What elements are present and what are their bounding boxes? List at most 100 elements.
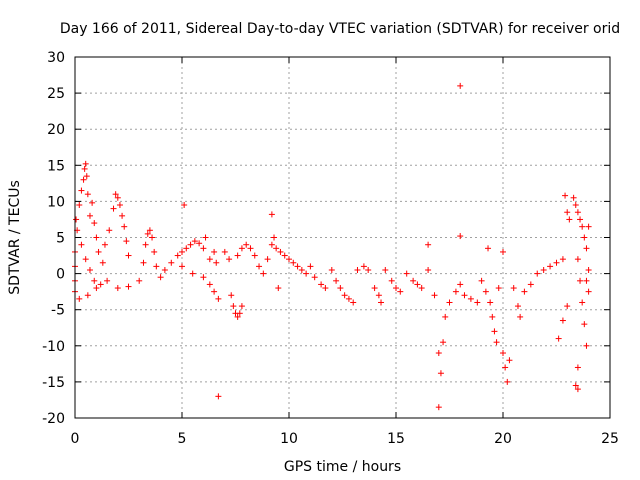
data-point: [256, 263, 263, 270]
y-tick-label: 5: [56, 231, 65, 247]
data-point: [337, 285, 344, 292]
data-point: [200, 245, 207, 252]
data-point: [360, 263, 367, 270]
data-point: [230, 303, 237, 310]
data-point: [375, 292, 382, 299]
data-point: [234, 313, 241, 320]
y-tick-label: 15: [47, 158, 65, 174]
data-point: [215, 295, 222, 302]
data-point: [493, 339, 500, 346]
data-point: [142, 241, 149, 248]
data-point: [527, 281, 534, 288]
y-tick-label: 0: [56, 267, 65, 283]
data-point: [206, 256, 213, 263]
data-point: [157, 274, 164, 281]
data-point: [574, 209, 581, 216]
data-point: [146, 227, 153, 234]
data-point: [78, 241, 85, 248]
data-point: [238, 245, 245, 252]
data-point: [112, 191, 119, 198]
data-point: [393, 285, 399, 292]
data-point: [273, 245, 280, 252]
data-point: [93, 234, 100, 241]
data-point: [97, 281, 104, 288]
data-point: [442, 313, 449, 320]
data-point: [425, 241, 432, 248]
data-point: [435, 404, 442, 411]
data-point: [583, 245, 590, 252]
data-point: [271, 234, 278, 241]
data-point: [179, 248, 185, 255]
data-point: [435, 350, 442, 357]
data-point: [82, 160, 89, 167]
data-point: [260, 270, 267, 277]
data-point: [333, 277, 340, 284]
data-point: [495, 285, 502, 292]
y-tick-label: 20: [47, 122, 65, 138]
data-point: [119, 212, 126, 219]
data-point: [534, 270, 541, 277]
data-point: [86, 266, 93, 273]
data-point: [579, 223, 586, 230]
data-point: [318, 281, 325, 288]
data-point: [247, 245, 254, 252]
data-point: [286, 256, 292, 263]
data-point: [559, 256, 566, 263]
data-point: [562, 192, 569, 199]
data-point: [457, 233, 464, 240]
data-point: [572, 382, 579, 389]
y-tick-label: -10: [42, 339, 65, 355]
data-point: [577, 277, 584, 284]
data-point: [506, 357, 513, 364]
data-point: [354, 266, 361, 273]
data-point: [144, 230, 151, 237]
data-point: [583, 277, 590, 284]
data-point: [303, 270, 310, 277]
data-point: [564, 209, 571, 216]
data-point: [500, 248, 506, 255]
data-point: [311, 274, 318, 281]
data-point: [82, 256, 89, 263]
data-point: [397, 288, 404, 295]
data-point: [574, 256, 581, 263]
data-point: [121, 223, 128, 230]
y-tick-label: 10: [47, 194, 65, 210]
data-point: [437, 370, 444, 377]
data-point: [328, 266, 335, 273]
data-point: [123, 238, 130, 245]
data-point: [410, 277, 417, 284]
data-point: [149, 234, 156, 241]
data-point: [585, 223, 592, 230]
data-point: [78, 187, 85, 194]
data-point: [200, 274, 207, 281]
data-point: [76, 295, 83, 302]
data-point: [500, 350, 506, 357]
data-point: [91, 277, 98, 284]
data-point: [187, 241, 194, 248]
data-point: [84, 292, 91, 299]
data-point: [125, 252, 132, 259]
x-tick-label: 5: [178, 431, 187, 447]
data-point: [371, 285, 378, 292]
chart-title: Day 166 of 2011, Sidereal Day-to-day VTE…: [60, 21, 620, 37]
y-axis-title: SDTVAR / TECUs: [7, 180, 23, 295]
data-point: [83, 173, 90, 180]
data-point: [298, 266, 305, 273]
data-point: [211, 248, 218, 255]
x-tick-label: 0: [71, 431, 80, 447]
data-point: [547, 263, 554, 270]
data-point: [251, 252, 258, 259]
data-point: [277, 248, 284, 255]
data-point: [452, 288, 459, 295]
data-point: [281, 252, 288, 259]
data-point: [226, 256, 233, 263]
data-point: [521, 288, 528, 295]
x-tick-label: 15: [387, 431, 405, 447]
data-point: [221, 248, 228, 255]
data-point: [110, 205, 117, 212]
data-point: [517, 313, 524, 320]
data-point: [514, 303, 521, 310]
data-point: [440, 339, 447, 346]
data-point: [211, 288, 218, 295]
data-point: [382, 266, 389, 273]
